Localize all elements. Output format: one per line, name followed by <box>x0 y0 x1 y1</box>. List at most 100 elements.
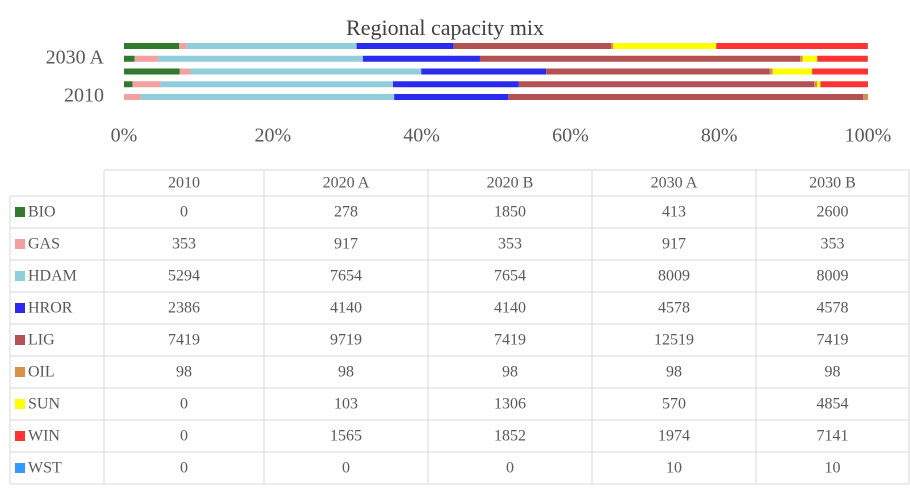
table-value: 98 <box>666 364 682 381</box>
bar-segment <box>479 55 801 62</box>
legend-key <box>15 239 25 249</box>
table-value: 353 <box>821 236 845 253</box>
bar-segment <box>613 43 717 49</box>
legend-label: OIL <box>28 364 55 381</box>
table-value: 7654 <box>494 268 526 285</box>
y-tick-label: 2030 A <box>46 46 105 68</box>
table-header: 2020 B <box>487 175 534 192</box>
table-value: 570 <box>662 396 686 413</box>
table-value: 103 <box>334 396 358 413</box>
bar-segment <box>179 43 187 49</box>
x-tick-label: 40% <box>403 125 440 147</box>
table-value: 1850 <box>494 204 526 221</box>
legend-label: GAS <box>28 236 60 253</box>
table-value: 0 <box>180 460 188 477</box>
legend-key <box>15 335 25 345</box>
x-tick-label: 80% <box>701 125 738 147</box>
table-value: 8009 <box>817 268 849 285</box>
table-value: 917 <box>662 236 686 253</box>
legend-key <box>15 463 25 473</box>
table-header: 2020 A <box>323 175 370 192</box>
bar-segment <box>421 68 547 75</box>
table-value: 0 <box>342 460 350 477</box>
table-value: 2386 <box>168 300 200 317</box>
table-value: 1565 <box>330 428 362 445</box>
y-tick-label: 2010 <box>64 85 104 107</box>
bar-segment <box>356 43 454 49</box>
table-value: 10 <box>666 460 682 477</box>
bar-segment <box>802 55 818 62</box>
bar-segment <box>124 55 135 62</box>
table-value: 7419 <box>168 332 200 349</box>
bar-segment <box>393 81 519 88</box>
legend-label: WST <box>28 460 62 477</box>
bar-segment <box>769 68 773 75</box>
table-value: 5294 <box>168 268 200 285</box>
bar-segment <box>817 81 821 88</box>
chart-title: Regional capacity mix <box>346 15 544 40</box>
table-value: 1852 <box>494 428 526 445</box>
table-value: 1306 <box>494 396 526 413</box>
legend-label: LIG <box>28 332 55 349</box>
table-value: 10 <box>825 460 841 477</box>
legend-key <box>15 399 25 409</box>
x-tick-label: 0% <box>111 125 138 147</box>
table-value: 12519 <box>654 332 694 349</box>
table-value: 4578 <box>817 300 849 317</box>
table-value: 413 <box>662 204 686 221</box>
bar-segment <box>817 55 868 62</box>
table-value: 98 <box>825 364 841 381</box>
legend-key <box>15 303 25 313</box>
table-value: 7419 <box>494 332 526 349</box>
legend-key <box>15 367 25 377</box>
table-value: 7419 <box>817 332 849 349</box>
table-value: 4578 <box>658 300 690 317</box>
bar-segment <box>186 43 357 49</box>
table-value: 353 <box>498 236 522 253</box>
bar-segment <box>611 43 614 49</box>
table-value: 8009 <box>658 268 690 285</box>
bar-segment <box>160 81 394 88</box>
legend-label: HDAM <box>28 268 77 285</box>
bar-segment <box>158 55 363 62</box>
bar-segment <box>814 81 818 88</box>
bar-segment <box>190 68 422 75</box>
table-value: 917 <box>334 236 358 253</box>
table-header: 2030 B <box>809 175 856 192</box>
table-value: 278 <box>334 204 358 221</box>
legend-label: SUN <box>28 396 60 413</box>
legend-key <box>15 271 25 281</box>
table-value: 98 <box>502 364 518 381</box>
table-value: 7141 <box>817 428 849 445</box>
table-value: 4854 <box>817 396 849 413</box>
bar-segment <box>518 81 815 88</box>
table-value: 4140 <box>330 300 362 317</box>
table-value: 0 <box>180 428 188 445</box>
x-tick-label: 20% <box>254 125 291 147</box>
bar-segment <box>800 55 803 62</box>
bar-segment <box>124 43 180 49</box>
bar-segment <box>124 81 133 88</box>
table-value: 353 <box>172 236 196 253</box>
bar-segment <box>179 68 191 75</box>
bar-segment <box>863 94 868 100</box>
table-value: 98 <box>338 364 354 381</box>
bar-segment <box>546 68 770 75</box>
legend-label: BIO <box>28 204 56 221</box>
legend-key <box>15 207 25 217</box>
table-value: 9719 <box>330 332 362 349</box>
table-value: 0 <box>180 204 188 221</box>
bar-segment <box>772 68 813 75</box>
bar-segment <box>132 81 161 88</box>
legend-label: WIN <box>28 428 60 445</box>
bar-segment <box>508 94 864 100</box>
bar-segment <box>362 55 480 62</box>
bar-segment <box>820 81 868 88</box>
x-tick-label: 60% <box>552 125 589 147</box>
table-value: 0 <box>506 460 514 477</box>
table-value: 4140 <box>494 300 526 317</box>
legend-key <box>15 431 25 441</box>
table-value: 98 <box>176 364 192 381</box>
table-value: 0 <box>180 396 188 413</box>
